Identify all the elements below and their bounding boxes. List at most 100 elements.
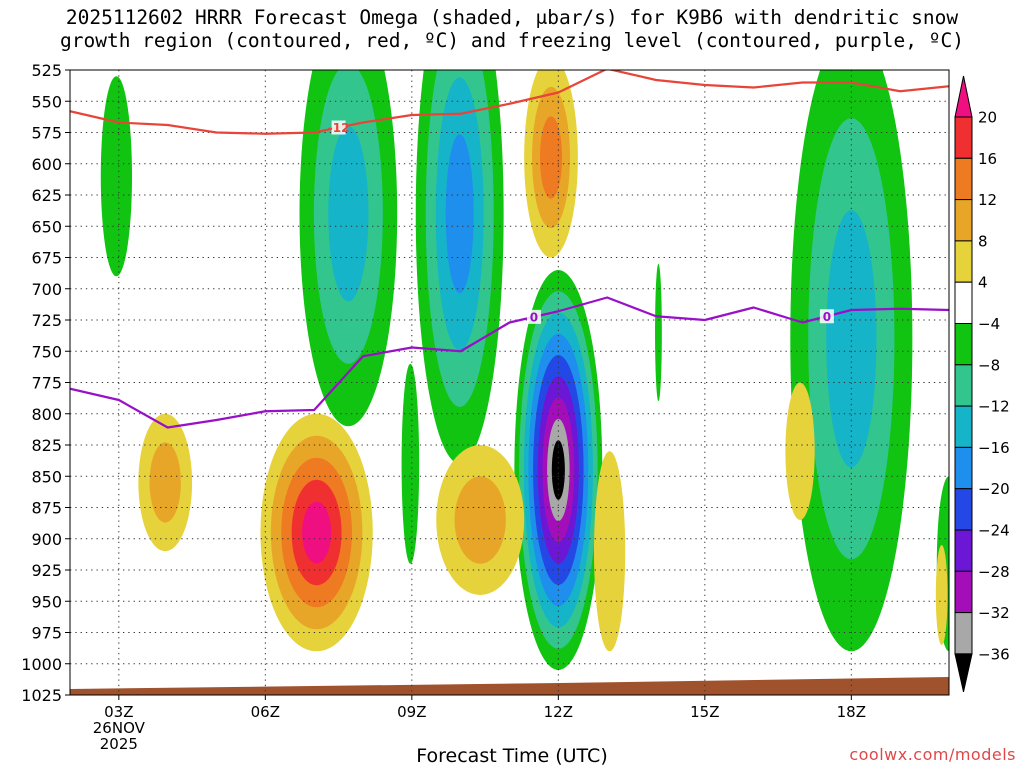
subsidence-1200z: [524, 70, 578, 258]
title-line-1: 2025112602 HRRR Forecast Omega (shaded, …: [65, 6, 959, 29]
ytick-label-1025: 1025: [21, 686, 62, 705]
colorbar-label-10: −24: [978, 522, 1010, 540]
terrain-fill: [70, 677, 949, 695]
updraft-line-1400z: [655, 263, 662, 402]
ytick-label-900: 900: [31, 530, 62, 549]
colorbar-box-10: [954, 529, 973, 572]
omega-level-4: [302, 501, 332, 564]
omega-level-1: [454, 476, 506, 564]
colorbar-label-1: 16: [978, 150, 997, 168]
y-axis: 525 550 575 600 625 650 675 700 725 750 775 800 825 8…: [21, 61, 70, 705]
omega-level-2: [539, 116, 563, 199]
updraft-band-1800z: [790, 70, 913, 652]
colorbar-box-2: [954, 199, 973, 242]
colorbar-label-7: −12: [978, 398, 1010, 416]
grid-lines: [70, 70, 949, 695]
ytick-label-750: 750: [31, 342, 62, 361]
dgz-contour-label-bg-0: [331, 120, 346, 135]
omega-level-1: [149, 442, 181, 523]
ytick-label-950: 950: [31, 592, 62, 611]
contour-lines: -12 0 0: [70, 70, 949, 429]
xtick-label-12Z: 12Z: [544, 703, 573, 721]
colorbar-box-6: [954, 364, 973, 407]
colorbar-box-7: [954, 405, 973, 448]
ytick-label-825: 825: [31, 436, 62, 455]
colorbar-label-8: −16: [978, 439, 1010, 457]
ytick-label-525: 525: [31, 61, 62, 80]
x-axis-label: Forecast Time (UTC): [416, 745, 608, 767]
omega-regions: [100, 70, 949, 670]
freezing-level-label-bg-1: [819, 309, 834, 324]
xtick-label-06Z: 06Z: [251, 703, 280, 721]
freezing-level-label-bg-0: [526, 309, 541, 324]
terrain-layer: [70, 677, 949, 695]
freezing-level-label-0: 0: [530, 310, 538, 324]
updraft-band-1000z: [415, 70, 504, 464]
xtick-label-03Z: 03Z: [104, 703, 133, 721]
colorbar-box-11: [954, 570, 973, 614]
ytick-label-925: 925: [31, 561, 62, 580]
colorbar-label-2: 12: [978, 191, 997, 209]
ytick-label-1000: 1000: [21, 655, 62, 674]
ytick-label-575: 575: [31, 124, 62, 143]
chart-title: 2025112602 HRRR Forecast Omega (shaded, …: [0, 6, 1024, 52]
dgz-contour-line: [70, 70, 949, 135]
ytick-label-675: 675: [31, 249, 62, 268]
subsidence-0400z: [138, 413, 193, 552]
ytick-label-875: 875: [31, 499, 62, 518]
colorbar-box-4: [954, 281, 973, 325]
colorbar-top-arrow: [954, 75, 973, 118]
ytick-label-625: 625: [31, 186, 62, 205]
colorbar-label-6: −8: [978, 356, 1000, 374]
subsidence-1300z: [593, 451, 626, 652]
xtick-year: 2025: [100, 735, 138, 753]
colorbar-box-9: [954, 488, 973, 531]
colorbar-box-8: [954, 446, 973, 490]
colorbar-label-9: −20: [978, 480, 1010, 498]
omega-level-8: [551, 440, 565, 500]
colorbar-box-5: [954, 323, 973, 366]
xtick-label-09Z: 09Z: [397, 703, 426, 721]
updraft-lobe-0230z: [100, 76, 133, 277]
omega-level-2: [328, 126, 369, 302]
omega-level-2: [826, 210, 877, 468]
freezing-level-line: [70, 296, 949, 429]
credit-text: coolwx.com/models: [849, 745, 1016, 764]
colorbar-label-5: −4: [978, 315, 1000, 333]
colorbar-label-13: −36: [978, 645, 1010, 663]
omega-level-0: [401, 363, 420, 564]
colorbar-box-0: [954, 116, 973, 159]
ytick-label-725: 725: [31, 311, 62, 330]
ytick-label-650: 650: [31, 217, 62, 236]
subsidence-2000z: [935, 545, 948, 645]
freezing-level-label-1: 0: [823, 310, 831, 324]
ytick-label-700: 700: [31, 280, 62, 299]
subsidence-1700z: [785, 382, 815, 520]
colorbar-label-11: −28: [978, 563, 1010, 581]
xtick-label-18Z: 18Z: [837, 703, 866, 721]
subsidence-0700z: [260, 413, 373, 652]
omega-level-0: [655, 263, 662, 402]
omega-level-3: [445, 134, 474, 294]
updraft-column-0900z: [401, 363, 420, 564]
colorbar-label-12: −32: [978, 604, 1010, 622]
omega-level-0: [935, 545, 948, 645]
xtick-date: 26NOV: [93, 719, 146, 737]
omega-level-0: [593, 451, 626, 652]
updraft-band-0730z: [299, 70, 398, 427]
xtick-label-15Z: 15Z: [690, 703, 719, 721]
ytick-label-975: 975: [31, 624, 62, 643]
ytick-label-800: 800: [31, 405, 62, 424]
colorbar-box-3: [954, 240, 973, 283]
ytick-label-775: 775: [31, 374, 62, 393]
colorbar-label-0: 20: [978, 109, 997, 127]
ytick-label-550: 550: [31, 92, 62, 111]
updraft-core-1200z: [514, 270, 603, 670]
subsidence-1030z: [436, 445, 525, 595]
ytick-label-600: 600: [31, 155, 62, 174]
omega-level-0: [100, 76, 133, 277]
colorbar-label-4: 4: [978, 274, 988, 292]
ytick-label-850: 850: [31, 467, 62, 486]
